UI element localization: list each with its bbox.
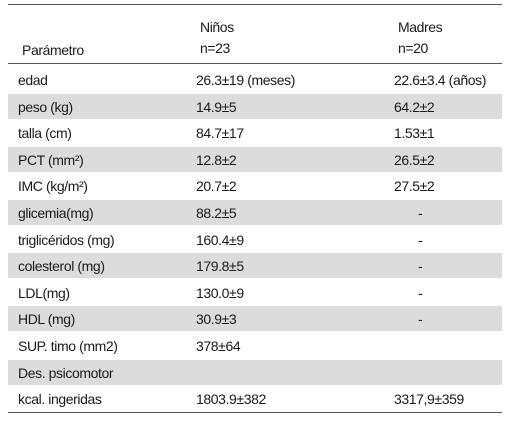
table-row xyxy=(8,146,502,172)
children-value: 26.3±19 (meses) xyxy=(196,72,295,88)
group-n: n=23 xyxy=(200,40,230,56)
mothers-value: 64.2±2 xyxy=(394,98,435,115)
children-value: 160.4±9 xyxy=(196,231,244,248)
children-value: 84.7±17 xyxy=(196,125,244,142)
table-row xyxy=(8,359,502,385)
table-row xyxy=(8,306,502,332)
children-value: 12.8±2 xyxy=(196,151,237,168)
children-value: 130.0±9 xyxy=(196,284,244,301)
mothers-value: 26.5±2 xyxy=(394,151,435,168)
parameter-cell: talla (cm) xyxy=(18,125,72,142)
group-name: Niños xyxy=(200,19,234,35)
mothers-value: - xyxy=(418,284,423,301)
parameter-cell: Des. psicomotor xyxy=(18,364,114,381)
parameter-cell: edad xyxy=(18,72,48,88)
parameter-cell: IMC (kg/m²) xyxy=(18,178,88,195)
mothers-value: - xyxy=(418,311,423,328)
mothers-value: 22.6±3.4 (años) xyxy=(394,72,486,88)
mothers-value: - xyxy=(418,258,423,275)
mothers-value: - xyxy=(418,231,423,248)
children-value: 88.2±5 xyxy=(196,205,237,221)
children-value: 20.7±2 xyxy=(196,178,237,195)
children-value: 30.9±3 xyxy=(196,311,237,328)
mothers-value: - xyxy=(418,205,423,221)
children-value: 14.9±5 xyxy=(196,98,237,115)
parameter-cell: PCT (mm²) xyxy=(18,151,84,168)
parameter-cell: glicemia(mg) xyxy=(18,205,94,221)
mothers-value: 3317,9±359 xyxy=(394,391,464,408)
parameter-cell: HDL (mg) xyxy=(18,311,75,328)
mothers-value: 27.5±2 xyxy=(394,178,435,195)
parameter-cell: triglicéridos (mg) xyxy=(18,231,115,248)
parameter-cell: LDL(mg) xyxy=(18,284,70,301)
group-n: n=20 xyxy=(398,40,428,56)
parameter-cell: colesterol (mg) xyxy=(18,258,105,275)
top-rule xyxy=(8,4,502,5)
table-row xyxy=(8,253,502,279)
header-rule xyxy=(8,63,502,64)
mothers-value: 1.53±1 xyxy=(394,125,435,142)
parameter-cell: kcal. ingeridas xyxy=(18,391,102,408)
parameter-cell: peso (kg) xyxy=(18,98,73,115)
parameter-header: Parámetro xyxy=(22,42,84,58)
table-row xyxy=(8,280,502,305)
bottom-rule xyxy=(8,412,502,413)
table-row xyxy=(8,200,502,225)
children-value: 378±64 xyxy=(196,338,241,354)
children-value: 179.8±5 xyxy=(196,258,244,275)
table-row xyxy=(8,93,502,119)
group-name: Madres xyxy=(398,19,443,35)
children-value: 1803.9±382 xyxy=(196,391,266,408)
parameter-cell: SUP. timo (mm2) xyxy=(18,338,118,354)
